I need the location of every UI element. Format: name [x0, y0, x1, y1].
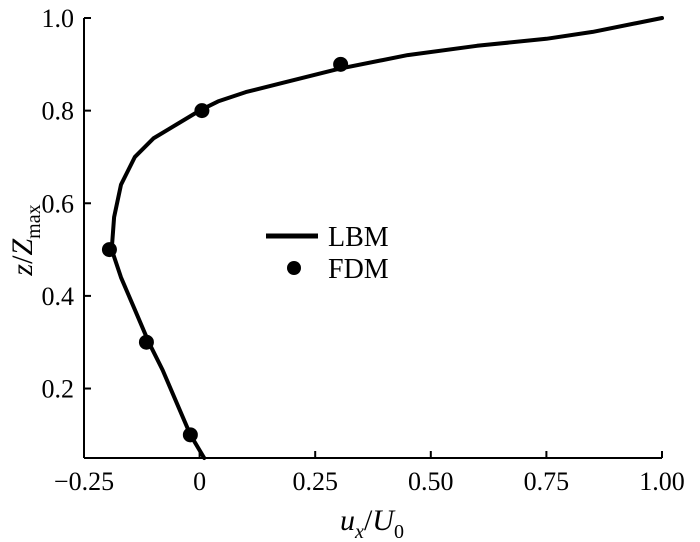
- axes: [83, 18, 662, 459]
- x-tick-label: −0.25: [54, 467, 114, 496]
- x-axis-label: ux/U0: [340, 504, 404, 542]
- series-line-lbm: [109, 16, 664, 460]
- x-tick-label: 0: [193, 467, 206, 496]
- series-layer: [101, 16, 664, 460]
- legend-label-fdm: FDM: [328, 254, 389, 285]
- data-point-fdm: [138, 334, 154, 350]
- x-ticks: −0.25 0 0.25 0.50 0.75 1.00: [54, 451, 685, 496]
- x-tick-label: 0.75: [524, 467, 570, 496]
- y-tick-label: 0.2: [42, 375, 75, 404]
- y-tick-label: 1.0: [42, 4, 75, 33]
- y-tick-label: 0.4: [42, 282, 75, 311]
- x-tick-label: 0.50: [408, 467, 454, 496]
- y-tick-label: 0.8: [42, 97, 75, 126]
- legend-marker-fdm: [287, 261, 301, 275]
- data-point-fdm: [194, 103, 210, 119]
- data-point-fdm: [182, 427, 198, 443]
- data-point-fdm: [101, 242, 117, 258]
- y-tick-label: 0.6: [42, 189, 75, 218]
- x-tick-label: 0.25: [292, 467, 338, 496]
- legend: LBM FDM: [266, 222, 389, 285]
- data-point-fdm: [333, 56, 349, 72]
- y-ticks: 0.2 0.4 0.6 0.8 1.0: [42, 4, 91, 404]
- y-axis-label: z/Zmax: [6, 204, 45, 276]
- legend-label-lbm: LBM: [328, 222, 389, 253]
- x-tick-label: 1.00: [639, 467, 685, 496]
